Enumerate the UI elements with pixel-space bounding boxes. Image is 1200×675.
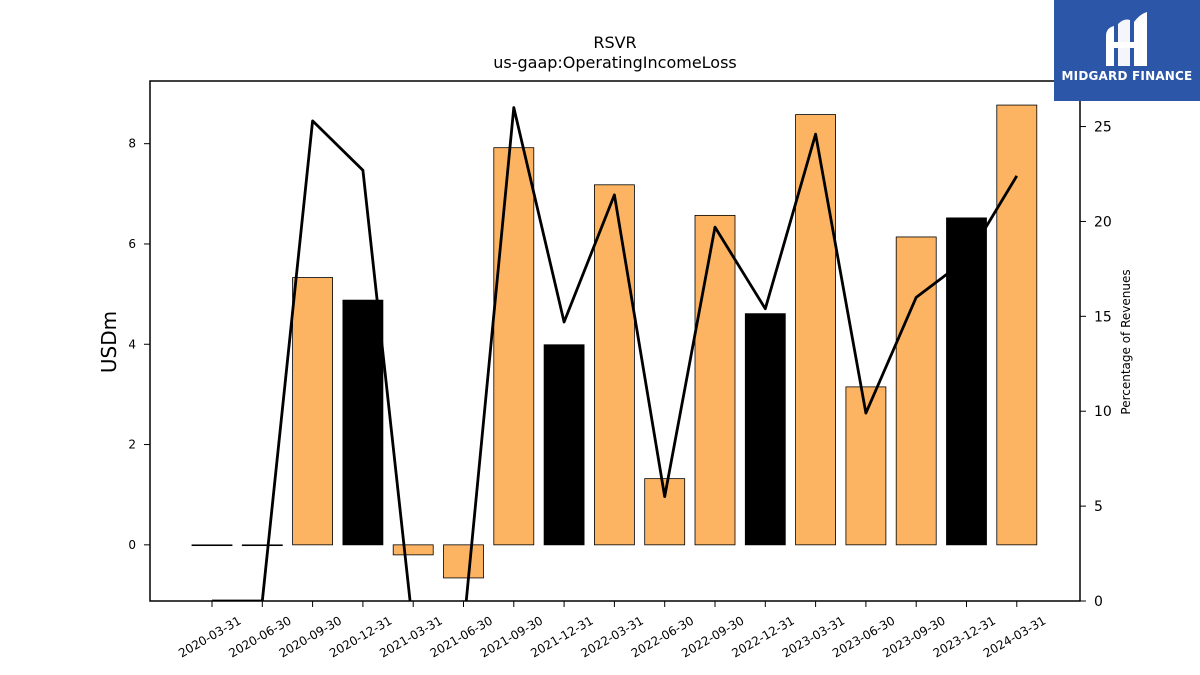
bar-2020-03-31 bbox=[191, 544, 233, 547]
bar-2023-09-30 bbox=[895, 236, 937, 546]
y2-tick-label: 25 bbox=[1094, 120, 1112, 136]
y2-axis-ticks: 0 5 10 15 20 25 bbox=[1080, 120, 1112, 610]
bar-series bbox=[191, 104, 1038, 579]
bar-2020-12-31 bbox=[342, 299, 384, 546]
brand-logo: MIDGARD FINANCE bbox=[1054, 0, 1200, 101]
y2-axis-label: Percentage of Revenues bbox=[1119, 269, 1133, 414]
y-axis-ticks: 0 2 4 6 8 bbox=[128, 137, 150, 552]
chart-title: RSVR bbox=[593, 33, 636, 52]
bar-2023-03-31 bbox=[795, 114, 836, 546]
y2-tick-label: 15 bbox=[1094, 309, 1112, 325]
bar-2020-09-30 bbox=[292, 277, 334, 546]
bar-2021-03-31 bbox=[392, 544, 434, 556]
y-tick-label: 8 bbox=[128, 137, 136, 151]
y-tick-label: 2 bbox=[128, 438, 136, 452]
y2-tick-label: 0 bbox=[1094, 594, 1103, 610]
bar-2024-03-31 bbox=[996, 104, 1038, 546]
bar-2021-06-30 bbox=[443, 544, 484, 579]
bar-2022-12-31 bbox=[744, 313, 786, 546]
plot-frame bbox=[149, 80, 1081, 602]
bar-2021-09-30 bbox=[493, 147, 535, 546]
bar-2021-12-31 bbox=[543, 344, 585, 546]
y2-tick-label: 5 bbox=[1094, 499, 1103, 515]
line-series bbox=[212, 106, 1018, 601]
y2-tick-label: 10 bbox=[1094, 404, 1112, 420]
y-axis-label: USDm bbox=[97, 311, 121, 373]
percentage-line bbox=[212, 106, 1018, 601]
x-axis-ticks: 2020-03-312020-06-302020-09-302020-12-31… bbox=[176, 601, 1048, 660]
y-tick-label: 6 bbox=[128, 237, 136, 251]
y-tick-label: 0 bbox=[128, 538, 136, 552]
bar-2020-06-30 bbox=[241, 544, 283, 547]
brand-name: MIDGARD FINANCE bbox=[1061, 69, 1193, 83]
chart-subtitle: us-gaap:OperatingIncomeLoss bbox=[493, 53, 737, 72]
y-tick-label: 4 bbox=[128, 337, 136, 351]
bar-2022-09-30 bbox=[694, 214, 736, 546]
mh-monogram-icon bbox=[1106, 12, 1147, 66]
y2-tick-label: 20 bbox=[1094, 214, 1112, 230]
bar-2023-12-31 bbox=[946, 217, 987, 546]
bar-2022-03-31 bbox=[594, 184, 635, 546]
